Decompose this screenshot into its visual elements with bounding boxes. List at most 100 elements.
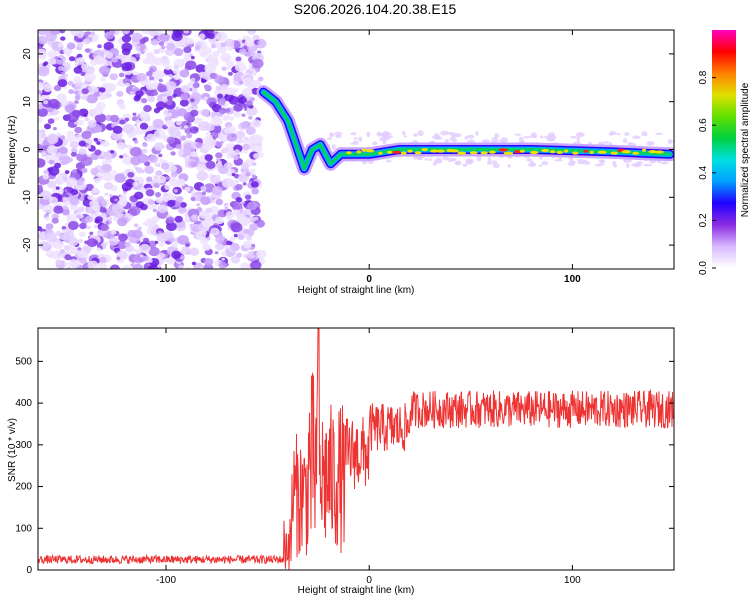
noise-blob [183, 125, 189, 129]
noise-blob [204, 258, 214, 266]
noise-blob [68, 221, 79, 230]
noise-blob [250, 181, 259, 188]
noise-blob [200, 78, 207, 84]
noise-blob [43, 100, 49, 105]
noise-blob [109, 264, 120, 269]
noise-blob [184, 186, 191, 192]
noise-blob [153, 48, 160, 55]
noise-blob [74, 100, 79, 104]
ridge-halo-blob [643, 163, 653, 167]
noise-blob [80, 167, 88, 174]
noise-blob [116, 81, 123, 87]
ridge-halo-blob [603, 141, 610, 144]
noise-blob [77, 119, 84, 126]
noise-blob [171, 250, 182, 259]
noise-blob [116, 256, 121, 260]
noise-blob [172, 93, 178, 98]
noise-blob [146, 176, 153, 182]
noise-blob [175, 144, 182, 150]
noise-blob [45, 216, 50, 221]
noise-blob [148, 246, 160, 257]
noise-blob [93, 240, 99, 245]
noise-blob [152, 91, 159, 96]
noise-blob [221, 257, 225, 261]
ridge-hotspot [503, 151, 514, 155]
noise-blob [78, 148, 87, 155]
noise-blob [100, 77, 107, 82]
noise-blob [240, 262, 249, 269]
noise-blob [80, 156, 93, 167]
snr-xtick-label: 100 [564, 575, 581, 586]
ridge-halo-blob [452, 139, 458, 142]
noise-blob [122, 123, 135, 134]
noise-blob [233, 233, 238, 238]
ridge-halo-blob [450, 133, 458, 138]
noise-blob [38, 107, 48, 117]
noise-blob [190, 98, 195, 103]
ridge-halo-blob [588, 141, 592, 145]
colorbar: 0.0 0.2 0.4 0.6 0.8 Normalized spectral ampl… [698, 30, 750, 275]
noise-blob [76, 32, 84, 39]
noise-blob [87, 120, 97, 128]
noise-blob [40, 133, 47, 139]
noise-blob [158, 153, 163, 158]
noise-blob [190, 223, 202, 234]
noise-blob [56, 59, 64, 65]
noise-blob [70, 247, 80, 255]
noise-blob [222, 178, 234, 188]
noise-blob [99, 65, 111, 76]
noise-blob [227, 46, 233, 51]
noise-blob [177, 235, 189, 245]
noise-blob [190, 151, 198, 158]
noise-blob [173, 74, 181, 80]
noise-blob [94, 113, 107, 123]
ridge-halo-blob [349, 142, 357, 145]
noise-blob [109, 194, 113, 198]
noise-blob [185, 60, 197, 70]
noise-blob [242, 182, 247, 186]
noise-blob [69, 140, 79, 149]
ridge-halo-blob [667, 138, 673, 144]
noise-blob [221, 147, 229, 154]
noise-blob [95, 216, 103, 223]
noise-blob [160, 45, 166, 50]
ridge-halo-blob [465, 158, 474, 163]
noise-blob [196, 203, 201, 207]
ridge-hotspot [430, 149, 439, 153]
noise-blob [96, 230, 105, 237]
noise-blob [109, 73, 118, 81]
ridge-halo-blob [486, 161, 493, 165]
noise-blob [194, 45, 201, 51]
noise-blob [177, 206, 187, 214]
ridge-halo-blob [570, 135, 578, 139]
noise-blob [93, 91, 100, 97]
ridge-halo-blob [626, 163, 630, 169]
noise-blob [77, 247, 82, 251]
noise-blob [235, 252, 243, 258]
noise-blob [192, 82, 200, 89]
noise-blob [39, 241, 50, 250]
noise-blob [135, 119, 141, 124]
noise-blob [121, 48, 131, 56]
noise-blob [54, 117, 59, 121]
ridge-hotspot [597, 150, 607, 154]
ridge-halo-blob [507, 164, 511, 168]
noise-blob [212, 229, 217, 233]
noise-blob [217, 93, 223, 99]
ridge-halo-blob [494, 133, 500, 139]
noise-blob [226, 133, 237, 142]
ridge-hotspot [513, 150, 522, 154]
ridge-hotspot [519, 149, 525, 153]
noise-blob [191, 56, 195, 60]
ridge-hotspot [610, 151, 619, 155]
spectrogram-xlabel: Height of straight line (km) [298, 285, 415, 296]
noise-blob [159, 241, 165, 247]
ridge-halo-blob [403, 135, 407, 138]
noise-blob [42, 174, 49, 180]
noise-blob [99, 87, 106, 93]
noise-blob [127, 171, 135, 178]
noise-blob [66, 266, 71, 269]
ridge-hotspot [572, 151, 579, 155]
noise-blob [161, 145, 165, 149]
noise-blob [189, 247, 200, 256]
